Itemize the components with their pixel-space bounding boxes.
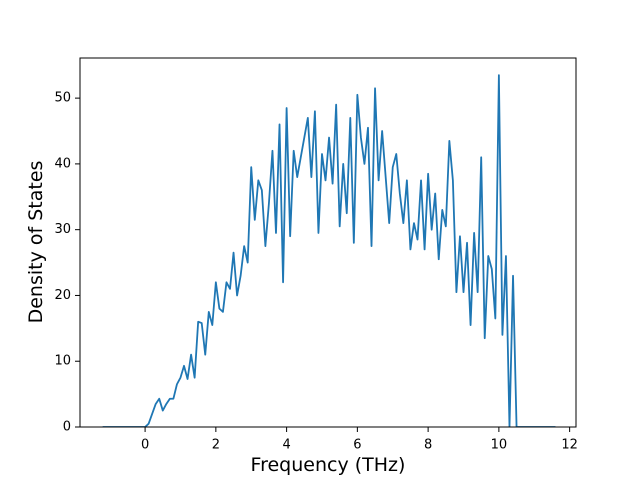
y-axis-label: Density of States (25, 161, 47, 324)
y-tick-label: 10 (54, 354, 71, 369)
plot-frame (79, 57, 577, 428)
x-tick-label: 2 (212, 438, 220, 453)
x-tick-label: 0 (141, 438, 149, 453)
y-tick-label: 50 (54, 91, 71, 106)
y-tick-label: 0 (63, 420, 71, 435)
x-tick-label: 10 (491, 438, 508, 453)
x-tick-label: 8 (424, 438, 432, 453)
x-tick-label: 12 (561, 438, 578, 453)
y-tick-label: 40 (54, 156, 71, 171)
x-tick-label: 6 (353, 438, 361, 453)
x-axis-label: Frequency (THz) (251, 454, 406, 476)
y-tick-label: 20 (54, 288, 71, 303)
y-tick-label: 30 (54, 222, 71, 237)
data-line (102, 74, 556, 427)
x-tick-label: 4 (282, 438, 290, 453)
